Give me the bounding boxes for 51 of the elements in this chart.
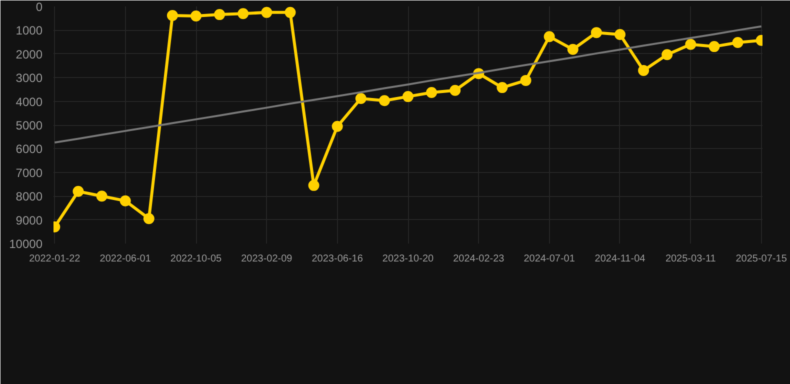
y-tick-label: 8000: [16, 190, 43, 204]
line-series: [54, 25, 762, 144]
point: [685, 38, 696, 50]
point: [402, 91, 414, 102]
y-tick-label: 4000: [16, 94, 43, 109]
point: [96, 190, 108, 202]
y-tick-label: 1000: [16, 24, 43, 38]
point: [708, 41, 720, 52]
point: [261, 6, 272, 18]
point: [166, 10, 178, 21]
point: [332, 120, 343, 132]
x-tick-label: 2024-07-01: [524, 254, 576, 264]
point: [520, 74, 532, 86]
y-tick-label: 2000: [16, 47, 43, 62]
y-tick-label: 3000: [16, 71, 43, 86]
point: [214, 9, 226, 20]
point: [120, 195, 131, 206]
y-tick-label: 5000: [16, 118, 43, 132]
x-tick-label: 2023-06-16: [312, 254, 364, 264]
point: [284, 6, 296, 18]
point: [308, 180, 320, 191]
x-tick-label: 2024-02-23: [453, 254, 505, 264]
point: [732, 37, 744, 48]
point: [238, 8, 249, 20]
y-tick-label: 7000: [16, 166, 43, 180]
point: [614, 28, 626, 40]
point: [450, 84, 461, 96]
y-tick-label: 0: [36, 0, 43, 14]
x-tick-label: 2023-02-09: [241, 254, 293, 264]
point: [378, 95, 390, 106]
x-tick-label: 2025-07-15: [736, 254, 788, 264]
point: [567, 44, 578, 55]
x-tick-label: 2023-10-20: [382, 254, 434, 264]
y-tick-label: 10000: [9, 237, 43, 251]
point: [426, 87, 438, 98]
point: [355, 92, 366, 104]
x-tick-label: 2022-06-01: [100, 254, 152, 264]
point: [143, 213, 154, 224]
point: [638, 65, 650, 76]
x-tick-label: 2022-10-05: [170, 254, 222, 264]
y-tick-label: 9000: [16, 213, 43, 228]
point: [72, 186, 84, 197]
point: [544, 31, 555, 42]
y-tick-label: 6000: [16, 142, 43, 156]
point: [590, 27, 602, 38]
x-tick-label: 2025-03-11: [665, 254, 716, 264]
point: [496, 82, 508, 94]
point: [190, 10, 202, 22]
x-tick-label: 2024-11-04: [594, 254, 646, 264]
point: [662, 49, 673, 60]
x-tick-label: 2022-01-22: [29, 254, 81, 264]
